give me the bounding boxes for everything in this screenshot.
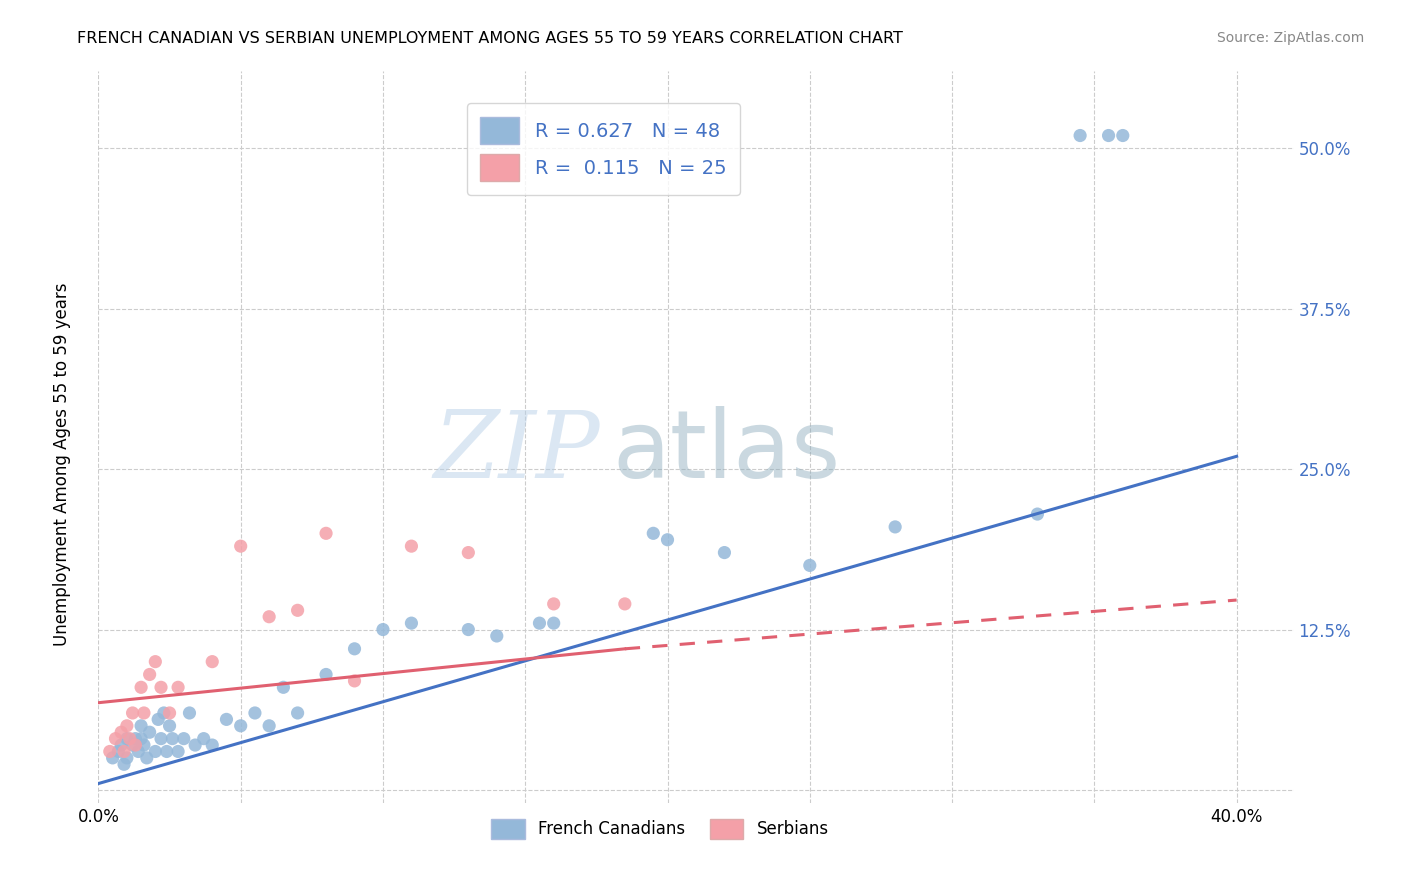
Point [343,641,366,656]
Point [115,731,138,746]
Text: ZIP: ZIP [433,407,600,497]
Point [153,706,176,720]
Point [243,706,266,720]
Point [543,616,565,631]
Point [129,731,152,746]
Point [121,706,143,720]
Point [201,655,224,669]
Point [143,744,166,758]
Point [107,744,129,758]
Point [401,539,423,553]
Point [884,520,907,534]
Point [401,616,423,631]
Point [167,681,190,695]
Point [457,545,479,559]
Point [148,712,170,726]
Point [124,738,146,752]
Point [104,731,127,746]
Point [273,681,295,695]
Point [229,719,252,733]
Point [132,738,155,752]
Legend: French Canadians, Serbians: French Canadians, Serbians [485,812,835,846]
Point [115,719,138,733]
Point [643,526,665,541]
Point [167,744,190,758]
Point [132,706,155,720]
Point [657,533,679,547]
Point [257,719,280,733]
Point [287,706,309,720]
Point [138,725,160,739]
Point [101,751,124,765]
Point [1112,128,1135,143]
Point [115,751,138,765]
Point [215,712,238,726]
Point [129,719,152,733]
Point [138,667,160,681]
Point [98,744,121,758]
Point [129,681,152,695]
Point [485,629,508,643]
Text: atlas: atlas [613,406,841,498]
Text: FRENCH CANADIAN VS SERBIAN UNEMPLOYMENT AMONG AGES 55 TO 59 YEARS CORRELATION CH: FRENCH CANADIAN VS SERBIAN UNEMPLOYMENT … [77,31,903,46]
Point [110,738,132,752]
Point [110,725,132,739]
Point [193,731,215,746]
Point [1069,128,1091,143]
Point [713,545,735,559]
Point [529,616,551,631]
Point [457,623,479,637]
Point [127,744,149,758]
Point [543,597,565,611]
Point [1026,507,1049,521]
Point [121,738,143,752]
Point [613,597,636,611]
Point [315,526,337,541]
Point [156,744,179,758]
Point [371,623,394,637]
Point [1097,128,1119,143]
Point [229,539,252,553]
Point [287,603,309,617]
Point [143,655,166,669]
Point [135,751,157,765]
Point [150,731,173,746]
Point [162,731,184,746]
Point [118,731,141,746]
Point [112,744,135,758]
Point [173,731,195,746]
Point [201,738,224,752]
Point [159,706,181,720]
Text: Unemployment Among Ages 55 to 59 years: Unemployment Among Ages 55 to 59 years [53,282,72,646]
Point [343,673,366,688]
Point [799,558,821,573]
Point [315,667,337,681]
Point [112,757,135,772]
Point [179,706,201,720]
Point [124,731,146,746]
Point [257,609,280,624]
Point [150,681,173,695]
Point [159,719,181,733]
Point [184,738,207,752]
Text: Source: ZipAtlas.com: Source: ZipAtlas.com [1216,31,1364,45]
